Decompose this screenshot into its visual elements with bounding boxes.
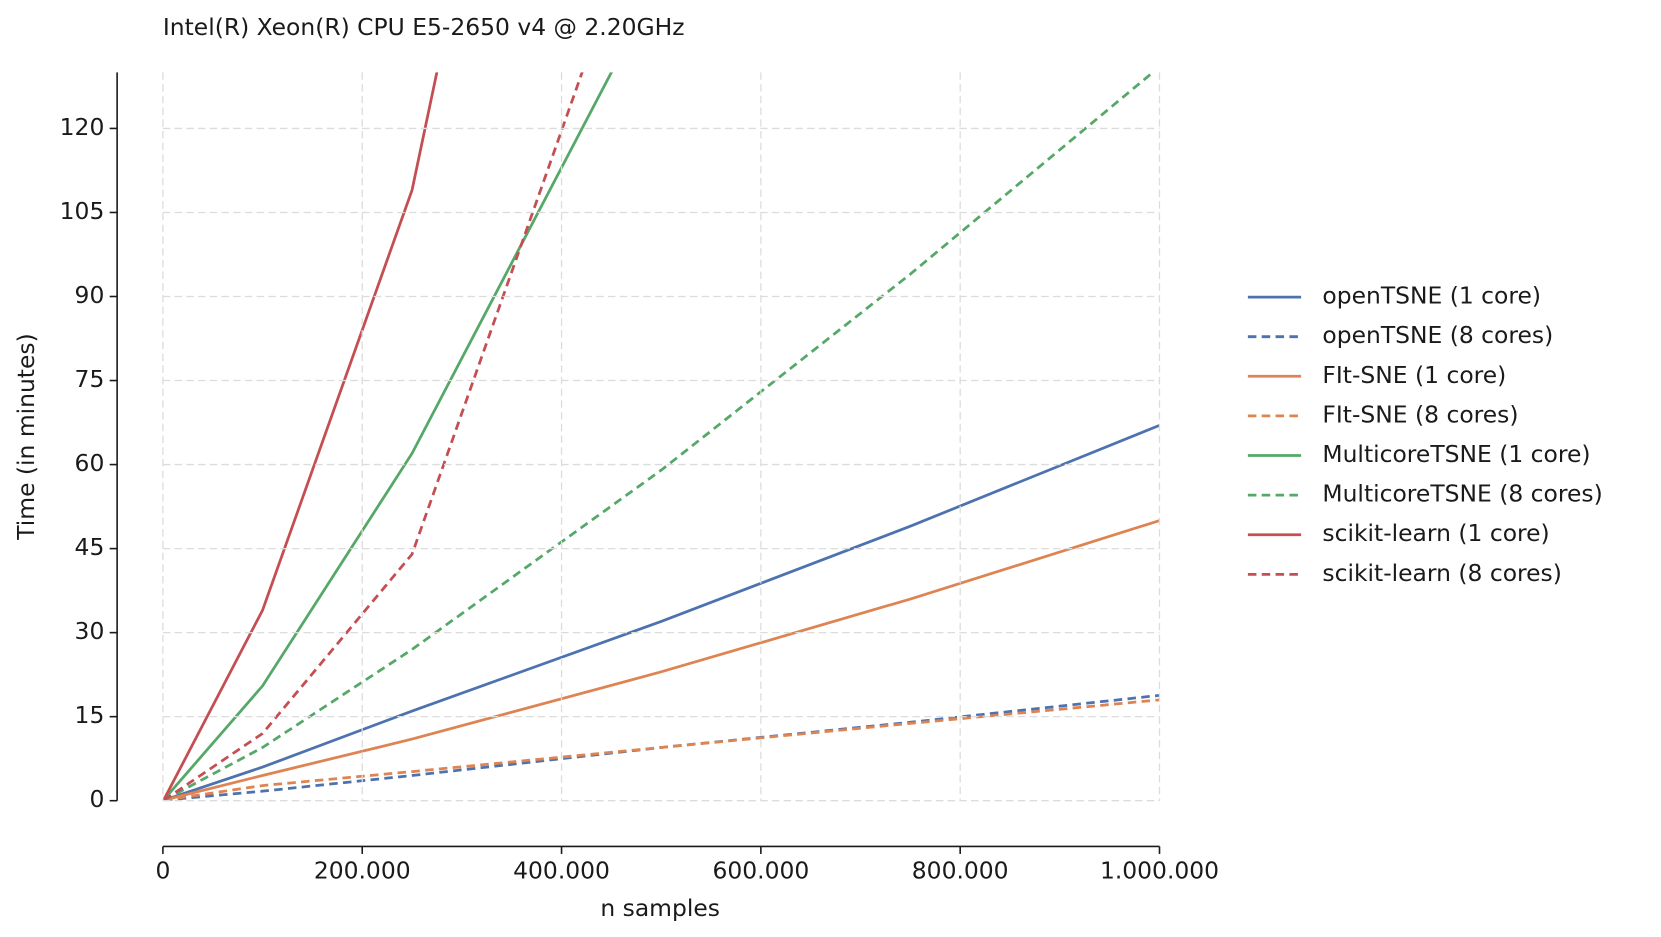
y-tick-label: 0 (89, 785, 104, 813)
series-line (163, 694, 1160, 801)
legend-label: MulticoreTSNE (1 core) (1322, 440, 1590, 468)
series-line (163, 72, 1155, 801)
x-tick-label: 200.000 (314, 857, 411, 885)
y-tick-label: 60 (75, 449, 105, 477)
series-line (163, 72, 584, 801)
legend-label: openTSNE (8 cores) (1322, 321, 1553, 349)
series-line (162, 72, 439, 801)
chart-title: Intel(R) Xeon(R) CPU E5-2650 v4 @ 2.20GH… (163, 13, 685, 41)
y-tick-label: 75 (75, 365, 105, 393)
y-tick-label: 30 (75, 617, 105, 645)
x-tick-label: 800.000 (912, 857, 1009, 885)
x-tick-label: 400.000 (513, 857, 610, 885)
y-axis-label: Time (in minutes) (12, 333, 40, 541)
legend-label: scikit-learn (8 cores) (1322, 559, 1561, 587)
x-tick-label: 600.000 (712, 857, 809, 885)
series-line (163, 698, 1160, 801)
y-tick-label: 45 (75, 533, 105, 561)
legend-label: FIt-SNE (1 core) (1322, 361, 1506, 389)
legend-label: scikit-learn (1 core) (1322, 519, 1549, 547)
plot-area (162, 72, 1161, 801)
y-tick-label: 105 (60, 197, 105, 225)
series-line (162, 72, 613, 801)
legend-label: MulticoreTSNE (8 cores) (1322, 480, 1602, 508)
series-line (163, 519, 1160, 801)
series-line (163, 424, 1161, 801)
legend-label: FIt-SNE (8 cores) (1322, 400, 1518, 428)
y-tick-label: 15 (75, 701, 105, 729)
x-axis-label: n samples (600, 894, 720, 922)
x-tick-label: 0 (155, 857, 170, 885)
x-tick-label: 1.000.000 (1100, 857, 1219, 885)
y-tick-label: 120 (60, 113, 105, 141)
y-tick-label: 90 (75, 281, 105, 309)
legend-label: openTSNE (1 core) (1322, 282, 1541, 310)
